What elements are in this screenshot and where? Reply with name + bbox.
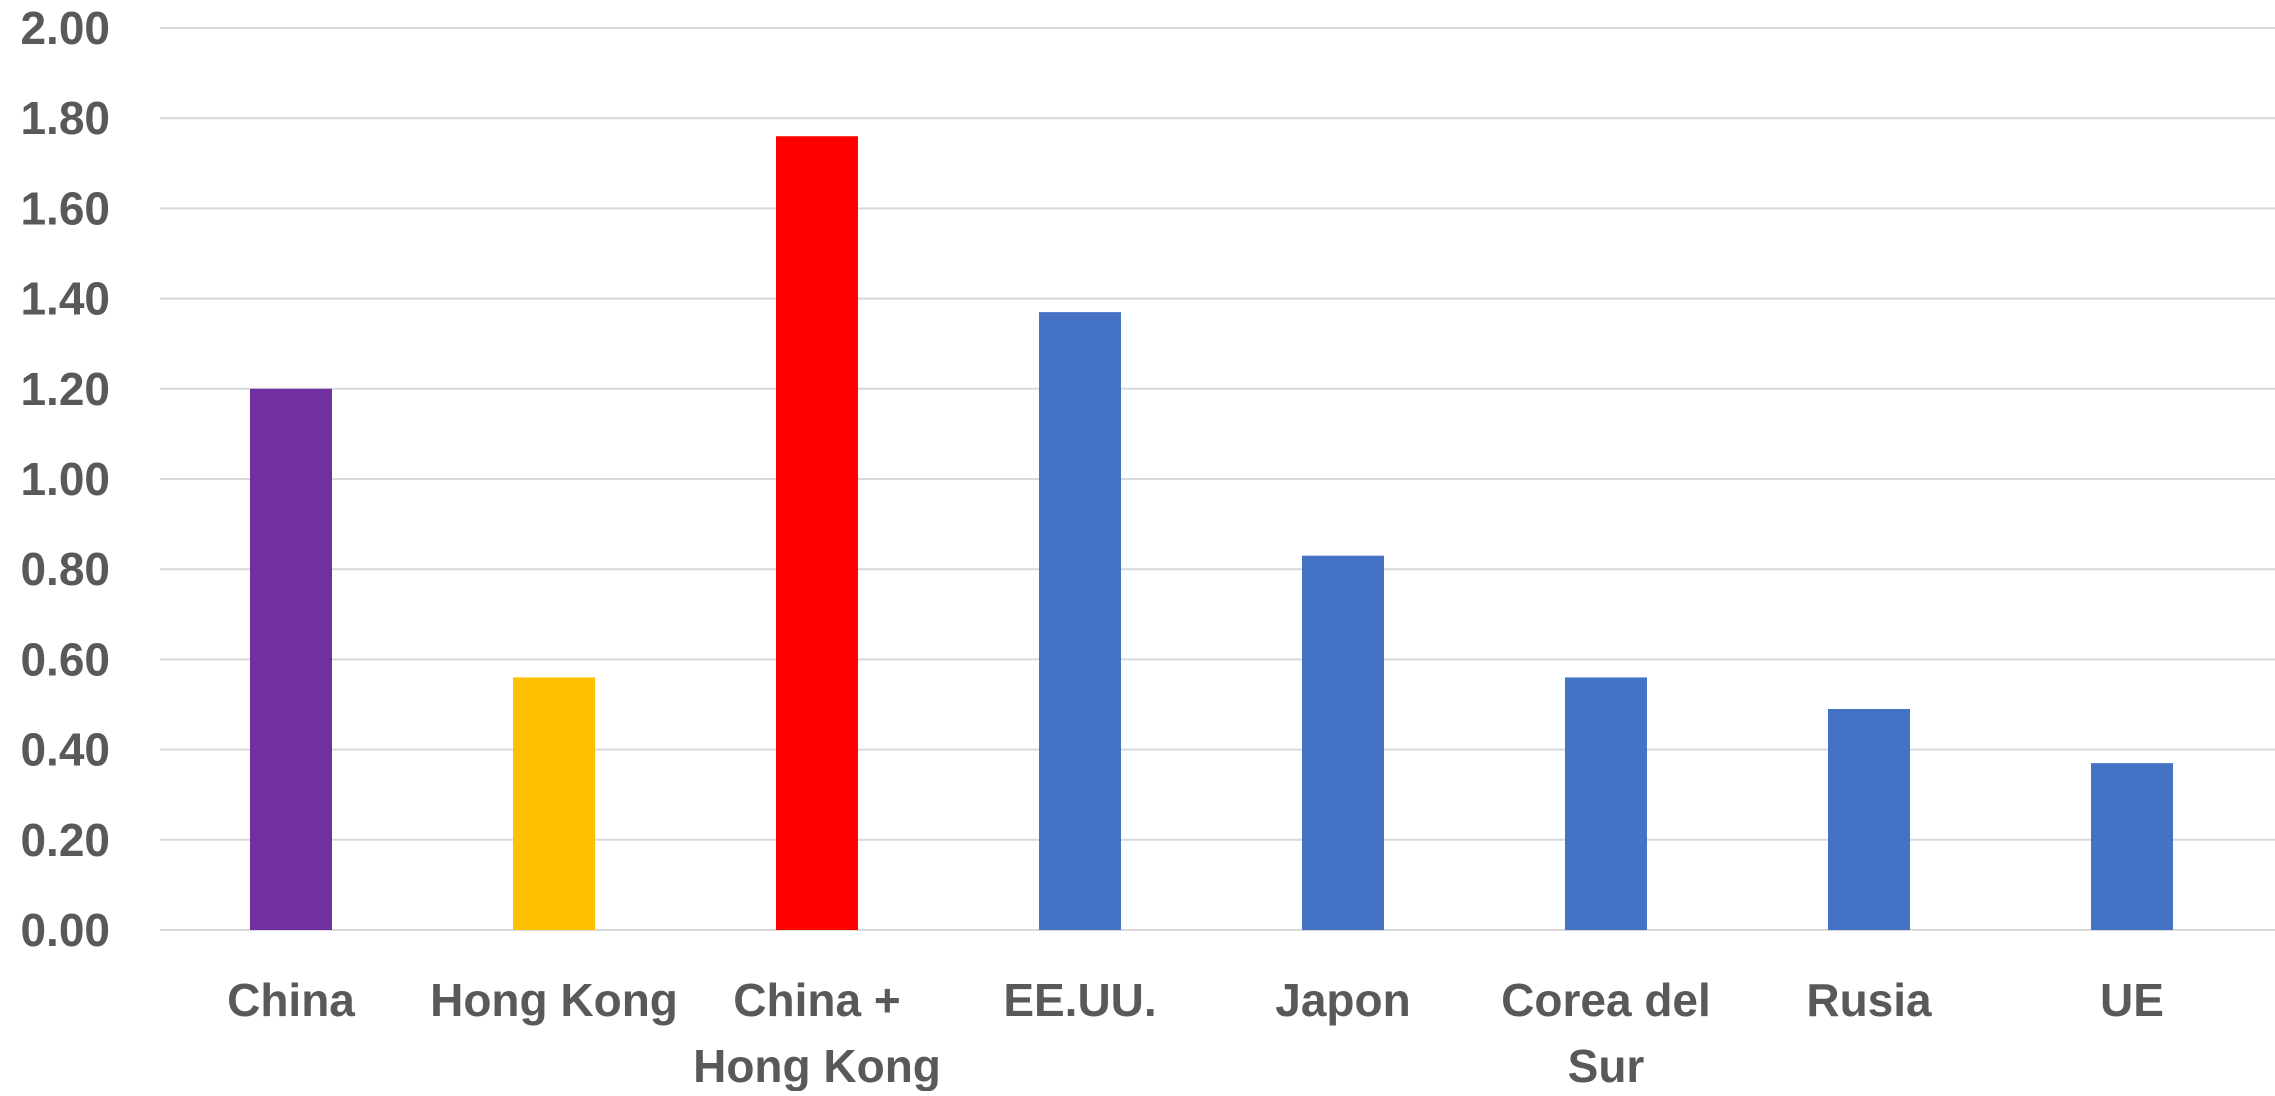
bar	[1302, 555, 1384, 930]
y-tick-label: 0.00	[20, 904, 110, 956]
y-tick-label: 0.80	[20, 543, 110, 595]
y-tick-label: 0.60	[20, 633, 110, 685]
y-tick-label: 1.20	[20, 363, 110, 415]
x-category-label: Corea del Sur	[1501, 974, 1711, 1091]
y-tick-label: 1.40	[20, 273, 110, 325]
bar	[776, 136, 858, 931]
y-axis-tick-labels: 0.00 0.20 0.40 0.60 0.80 1.00 1.20 1.40 1.60 1.80…	[20, 2, 110, 956]
y-tick-label: 2.00	[20, 2, 110, 54]
y-tick-label: 0.40	[20, 724, 110, 776]
x-category-label: China + Hong Kong	[693, 974, 941, 1091]
y-tick-label: 1.00	[20, 453, 110, 505]
bar	[513, 677, 595, 930]
x-category-label-line: Corea del	[1501, 974, 1711, 1026]
x-category-label-line: China +	[733, 974, 900, 1026]
x-category-label-line: China	[227, 974, 355, 1026]
x-category-label-line: Sur	[1568, 1040, 1645, 1091]
bar	[2091, 763, 2173, 930]
y-tick-label: 1.80	[20, 92, 110, 144]
bar	[1565, 677, 1647, 930]
bar	[1828, 709, 1910, 930]
x-category-label: China	[227, 974, 355, 1026]
x-category-label: Rusia	[1806, 974, 1932, 1026]
bar	[250, 388, 332, 930]
x-category-label-line: UE	[2100, 974, 2164, 1026]
x-category-label-line: EE.UU.	[1003, 974, 1156, 1026]
x-category-label: Hong Kong	[430, 974, 678, 1026]
x-category-label-line: Hong Kong	[693, 1040, 941, 1091]
x-category-label-line: Hong Kong	[430, 974, 678, 1026]
y-tick-label: 0.20	[20, 814, 110, 866]
x-category-label: Japon	[1275, 974, 1410, 1026]
x-category-label: UE	[2100, 974, 2164, 1026]
x-axis-category-labels: China Hong Kong China + Hong Kong EE.UU. Japo…	[227, 974, 2164, 1092]
x-category-label-line: Rusia	[1806, 974, 1932, 1026]
x-category-label: EE.UU.	[1003, 974, 1156, 1026]
y-tick-label: 1.60	[20, 182, 110, 234]
gridlines	[160, 27, 2275, 931]
bars	[250, 136, 2173, 931]
x-category-label-line: Japon	[1275, 974, 1410, 1026]
bar	[1039, 312, 1121, 930]
